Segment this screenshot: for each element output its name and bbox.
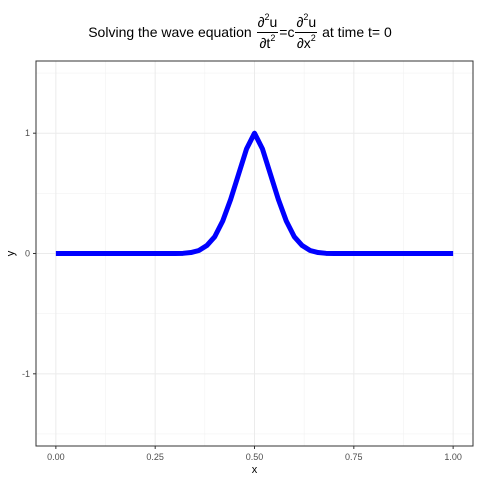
fraction-d2u-dx2: ∂ 2 u ∂x 2 xyxy=(295,11,318,51)
exponent: 2 xyxy=(303,11,309,22)
exponent: 2 xyxy=(270,32,276,43)
x-tick-label: 0.50 xyxy=(246,452,264,462)
partial-symbol: ∂ xyxy=(257,13,265,30)
fraction-numerator: ∂ 2 u xyxy=(257,11,279,30)
y-tick-label: 1 xyxy=(25,128,30,138)
partial-symbol: ∂ xyxy=(296,13,304,30)
x-tick-label: 0.25 xyxy=(146,452,164,462)
y-tick-label: 0 xyxy=(25,249,30,259)
equals-c: =c xyxy=(279,24,295,40)
y-axis-ticks: -1 0 1 xyxy=(22,128,36,379)
partial-x: ∂x xyxy=(296,34,311,51)
y-axis-label: y xyxy=(5,250,17,256)
chart-title: Solving the wave equation ∂ 2 u ∂t 2 =c ∂ 2 u… xyxy=(0,4,480,60)
fraction-denominator: ∂x 2 xyxy=(296,32,317,51)
series-line-wave xyxy=(55,130,454,256)
y-tick-label: -1 xyxy=(22,369,30,379)
fraction-d2u-dt2: ∂ 2 u ∂t 2 xyxy=(256,11,279,51)
variable-u: u xyxy=(308,13,317,30)
partial-t: ∂t xyxy=(259,34,271,51)
x-tick-label: 0.00 xyxy=(47,452,65,462)
x-tick-label: 1.00 xyxy=(444,452,462,462)
fraction-denominator: ∂t 2 xyxy=(259,32,277,51)
exponent: 2 xyxy=(310,32,316,43)
title-prefix: Solving the wave equation xyxy=(88,24,256,40)
exponent: 2 xyxy=(264,11,270,22)
x-axis-label: x xyxy=(252,464,258,476)
fraction-bar xyxy=(295,31,318,33)
fraction-bar xyxy=(256,31,279,33)
x-axis-ticks: 0.00 0.25 0.50 0.75 1.00 xyxy=(47,446,462,462)
fraction-numerator: ∂ 2 u xyxy=(295,11,317,30)
title-suffix: at time t= 0 xyxy=(318,24,392,40)
x-tick-label: 0.75 xyxy=(345,452,363,462)
variable-u: u xyxy=(269,13,278,30)
